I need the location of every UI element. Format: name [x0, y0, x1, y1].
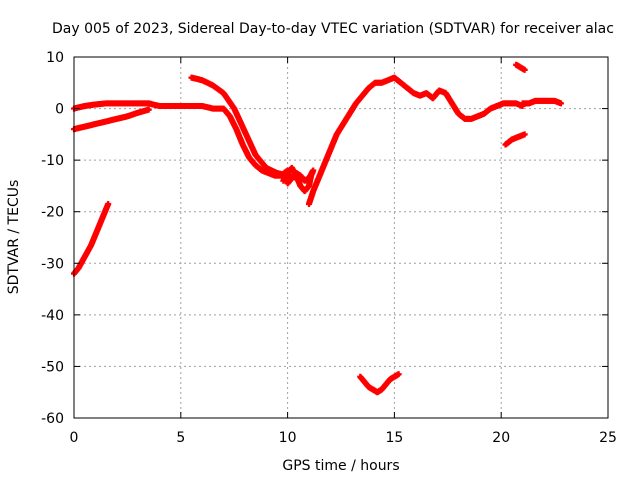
data-point	[521, 66, 528, 73]
data-marks	[71, 61, 565, 396]
y-tick-label: -40	[41, 308, 64, 324]
x-tick-label: 5	[176, 430, 185, 446]
y-tick-label: -10	[41, 153, 64, 169]
data-point	[145, 106, 152, 113]
x-tick-label: 0	[70, 430, 79, 446]
y-tick-label: 10	[46, 50, 64, 66]
x-tick-label: 10	[279, 430, 297, 446]
data-point	[558, 100, 565, 107]
y-tick-label: 0	[55, 102, 64, 118]
x-tick-label: 20	[492, 430, 510, 446]
data-point	[395, 371, 402, 378]
y-tick-label: -20	[41, 205, 64, 221]
x-tick-label: 25	[599, 430, 617, 446]
grid	[74, 57, 608, 418]
y-tick-label: -50	[41, 359, 64, 375]
data-point	[105, 200, 112, 207]
data-point	[521, 131, 528, 138]
x-axis-label: GPS time / hours	[282, 458, 399, 474]
y-axis-label: SDTVAR / TECUs	[6, 180, 22, 295]
axis-ticks: 0 5 10 15 20 25 10 0 -10 -20 -30 -40 -50 -60	[41, 50, 617, 446]
x-tick-label: 15	[385, 430, 403, 446]
plot-frame	[73, 56, 609, 419]
y-tick-label: -60	[41, 411, 64, 427]
data-point	[284, 180, 291, 187]
y-tick-label: -30	[41, 256, 64, 272]
chart-title: Day 005 of 2023, Sidereal Day-to-day VTE…	[52, 21, 614, 37]
